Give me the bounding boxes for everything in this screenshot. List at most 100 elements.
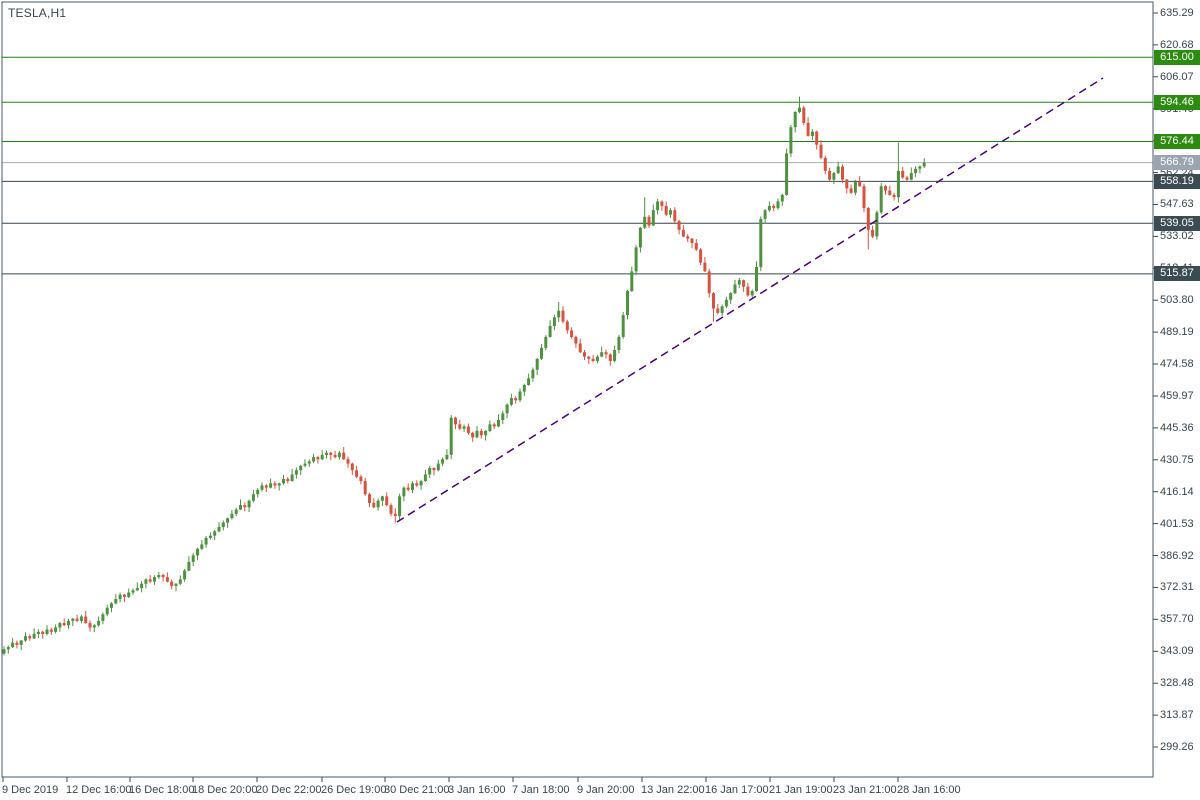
candle-body-up bbox=[217, 527, 221, 532]
candle-body-down bbox=[122, 594, 126, 597]
candle-body-up bbox=[105, 607, 109, 615]
candle-body-up bbox=[208, 535, 212, 538]
candle-body-up bbox=[497, 419, 500, 427]
candle-body-up bbox=[462, 426, 466, 429]
candle-body-up bbox=[325, 452, 328, 455]
chart-frame bbox=[1, 1, 1154, 778]
candle-body-down bbox=[355, 470, 359, 477]
candle-body-up bbox=[767, 205, 771, 211]
candle-body-down bbox=[647, 216, 651, 226]
price-tick-label: 328.48 bbox=[1160, 677, 1194, 689]
time-tick-label: 18 Dec 20:00 bbox=[192, 784, 258, 796]
candle-body-up bbox=[2, 649, 6, 654]
candle-body-down bbox=[772, 205, 776, 209]
candle-body-down bbox=[62, 623, 66, 626]
candle-body-up bbox=[402, 487, 406, 497]
candle-body-down bbox=[415, 483, 419, 486]
candle-body-down bbox=[454, 417, 457, 425]
candle-body-up bbox=[380, 496, 384, 501]
candle-body-down bbox=[359, 476, 363, 482]
time-tick-label: 16 Dec 18:00 bbox=[129, 784, 195, 796]
candle-body-up bbox=[522, 385, 526, 392]
candle-body-down bbox=[699, 249, 703, 263]
candle-body-down bbox=[471, 433, 475, 438]
candle-body-up bbox=[535, 358, 539, 370]
candle-body-up bbox=[617, 336, 621, 350]
candle-body-down bbox=[828, 170, 832, 180]
candle-body-up bbox=[157, 575, 161, 578]
candle-body-up bbox=[303, 463, 307, 466]
candle-body-down bbox=[148, 579, 152, 582]
trendline[interactable] bbox=[396, 77, 1104, 523]
time-tick-label: 9 Jan 20:00 bbox=[577, 784, 635, 796]
candle-body-up bbox=[501, 413, 505, 420]
candle-body-up bbox=[449, 417, 453, 455]
candle-body-up bbox=[669, 210, 672, 215]
price-tick-label: 372.31 bbox=[1160, 581, 1194, 593]
candle-body-up bbox=[226, 518, 230, 523]
time-tick-label: 7 Jan 18:00 bbox=[512, 784, 570, 796]
candle-body-up bbox=[307, 461, 311, 464]
price-tick-label: 533.02 bbox=[1160, 230, 1194, 242]
candle-body-down bbox=[858, 181, 862, 187]
candle-body-up bbox=[299, 465, 303, 471]
candle-body-down bbox=[591, 358, 595, 361]
candle-body-down bbox=[866, 208, 870, 230]
candle-body-down bbox=[712, 293, 715, 309]
candle-body-up bbox=[110, 603, 113, 608]
candle-body-up bbox=[638, 227, 642, 248]
candle-body-up bbox=[239, 505, 242, 510]
candle-body-up bbox=[789, 127, 793, 154]
candle-body-up bbox=[613, 350, 617, 361]
candle-body-down bbox=[41, 631, 45, 634]
candle-body-up bbox=[445, 454, 449, 460]
candle-body-down bbox=[342, 452, 346, 460]
candle-body-down bbox=[871, 229, 875, 237]
candle-body-down bbox=[466, 426, 470, 434]
time-tick-label: 23 Jan 21:00 bbox=[833, 784, 897, 796]
candle-body-down bbox=[565, 321, 569, 331]
price-tick-label: 474.58 bbox=[1160, 358, 1194, 370]
candle-body-up bbox=[411, 483, 414, 490]
candle-body-down bbox=[333, 454, 337, 458]
candle-body-up bbox=[135, 588, 139, 591]
price-tick-label: 620.68 bbox=[1160, 39, 1194, 51]
candle-body-up bbox=[234, 509, 238, 514]
candle-body-up bbox=[312, 457, 316, 462]
price-tick-label: 445.36 bbox=[1160, 422, 1194, 434]
candle-body-down bbox=[694, 243, 698, 250]
candle-body-up bbox=[54, 627, 58, 632]
candle-body-up bbox=[518, 391, 522, 401]
candle-body-down bbox=[862, 186, 866, 208]
candle-body-up bbox=[97, 620, 101, 626]
candle-body-down bbox=[264, 485, 268, 488]
candle-body-down bbox=[664, 205, 668, 215]
candle-body-up bbox=[79, 616, 83, 621]
candle-body-down bbox=[892, 194, 896, 198]
candle-body-down bbox=[350, 463, 354, 471]
candle-body-up bbox=[419, 481, 423, 486]
candle-body-down bbox=[901, 170, 905, 178]
candle-body-down bbox=[84, 616, 88, 624]
candle-body-up bbox=[213, 531, 217, 536]
candle-body-up bbox=[260, 485, 264, 490]
price-tick-label: 313.87 bbox=[1160, 709, 1194, 721]
candle-body-up bbox=[626, 291, 629, 315]
candle-body-up bbox=[475, 430, 479, 438]
candle-body-down bbox=[385, 496, 389, 506]
candle-body-up bbox=[750, 291, 754, 296]
candle-body-up bbox=[853, 181, 857, 193]
candle-body-up bbox=[140, 583, 144, 589]
candle-body-down bbox=[75, 618, 79, 621]
candle-body-up bbox=[19, 640, 23, 645]
time-tick-label: 9 Dec 2019 bbox=[2, 784, 59, 796]
candle-body-up bbox=[92, 625, 96, 628]
candle-body-up bbox=[67, 620, 70, 626]
candle-body-up bbox=[153, 577, 156, 582]
candle-body-up bbox=[101, 614, 105, 621]
candle-body-up bbox=[24, 636, 27, 641]
candle-body-up bbox=[376, 500, 380, 508]
candle-body-up bbox=[759, 219, 763, 268]
